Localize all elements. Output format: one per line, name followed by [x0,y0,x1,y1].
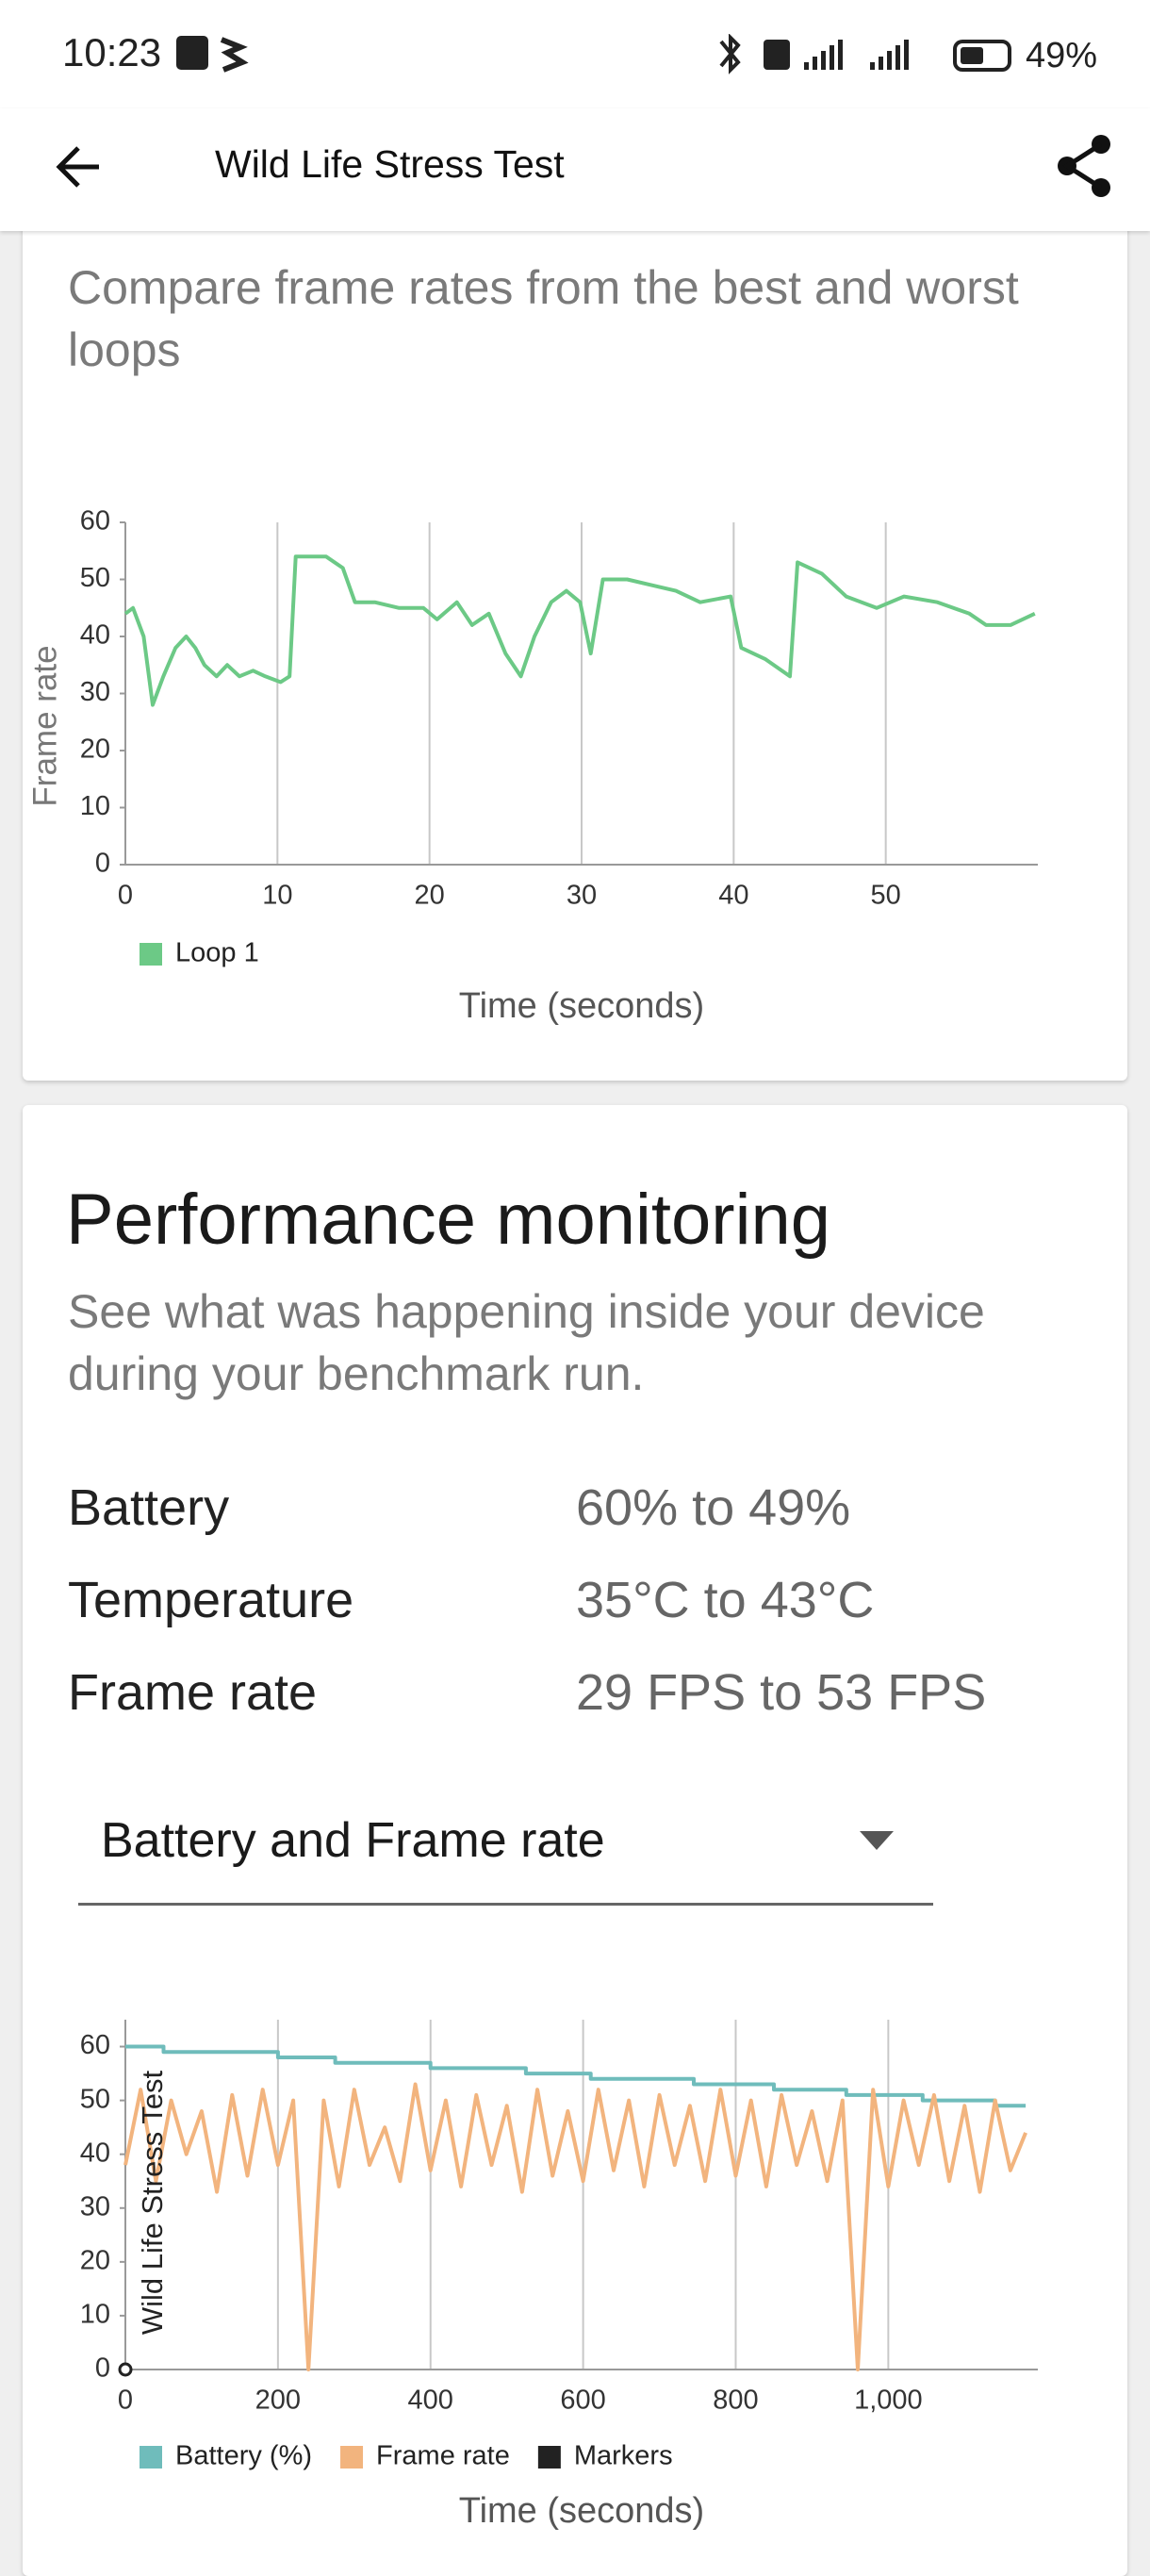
section-title: Performance monitoring [66,1180,831,1260]
y-axis-label: Wild Life Stress Test [136,2070,169,2335]
app-bar: Wild Life Stress Test [0,108,1150,231]
stat-label: Battery [68,1479,230,1536]
card-subtitle: Compare frame rates from the best and wo… [68,261,1019,376]
marker [118,2362,133,2377]
y-tick-label: 40 [80,620,110,651]
y-tick-label: 60 [80,506,110,537]
section-subtitle: See what was happening inside your devic… [68,1285,985,1400]
y-axis-label: Frame rate [26,645,63,806]
legend-label: Frame rate [376,2441,510,2471]
dropdown-value[interactable]: Battery and Frame rate [101,1813,605,1868]
app-bar-title: Wild Life Stress Test [215,142,565,186]
performance-card [23,1105,1127,2576]
system-icons [719,34,1011,74]
x-tick-label: 800 [713,2386,758,2416]
y-tick-label: 0 [95,2353,110,2384]
stat-value: 29 FPS to 53 FPS [576,1664,987,1721]
legend-label: Loop 1 [175,938,259,968]
series-line [123,554,1036,707]
status-bar: 10:23 49% [0,0,1150,108]
y-tick-label: 30 [80,2191,110,2221]
y-tick-label: 50 [80,563,110,593]
x-tick-label: 20 [415,881,445,911]
x-tick-label: 0 [118,881,133,911]
dropdown-arrow[interactable] [858,1829,895,1852]
x-tick-label: 600 [560,2386,605,2416]
y-tick-label: 30 [80,677,110,707]
x-axis-label: Time (seconds) [459,986,704,1026]
x-tick-label: 40 [718,881,748,911]
battery-percent: 49% [1026,36,1098,75]
x-tick-label: 50 [871,881,901,911]
legend-swatch [140,943,162,966]
stat-label: Frame rate [68,1664,318,1721]
legend-label: Battery (%) [175,2441,312,2471]
x-tick-label: 1,000 [854,2386,923,2416]
y-tick-label: 60 [80,2030,110,2060]
clock: 10:23 [62,30,162,74]
series-line [125,2044,1027,2108]
series-line [123,2082,1027,2371]
x-tick-label: 400 [408,2386,453,2416]
notification-icons [176,36,249,73]
back-button[interactable] [52,139,108,195]
dropdown-underline [78,1903,933,1906]
x-tick-label: 10 [262,881,292,911]
x-tick-label: 200 [255,2386,301,2416]
best-worst-card [23,189,1127,1081]
legend-label: Markers [574,2441,673,2471]
x-tick-label: 30 [567,881,597,911]
x-axis-label: Time (seconds) [459,2491,704,2531]
y-tick-label: 10 [80,791,110,821]
legend-swatch [140,2446,162,2469]
frame-rate-chart: 0 10 20 30 40 50 0 10 20 30 40 50 60 Loop 1 Time (seco… [26,506,1038,1026]
x-tick-label: 0 [118,2386,133,2416]
stat-value: 35°C to 43°C [576,1572,875,1628]
y-tick-label: 20 [80,735,110,765]
y-tick-label: 0 [95,849,110,879]
battery-frame-chart: 0 200 400 600 800 1,000 0 10 20 30 40 50 60 Battery (… [80,2020,1038,2531]
stat-label: Temperature [68,1572,354,1628]
share-button[interactable] [1054,133,1114,199]
y-tick-label: 10 [80,2300,110,2330]
stat-value: 60% to 49% [576,1479,851,1536]
y-tick-label: 50 [80,2084,110,2114]
y-tick-label: 20 [80,2246,110,2276]
y-tick-label: 40 [80,2138,110,2168]
legend-swatch [537,2446,561,2469]
legend-swatch [340,2446,364,2469]
